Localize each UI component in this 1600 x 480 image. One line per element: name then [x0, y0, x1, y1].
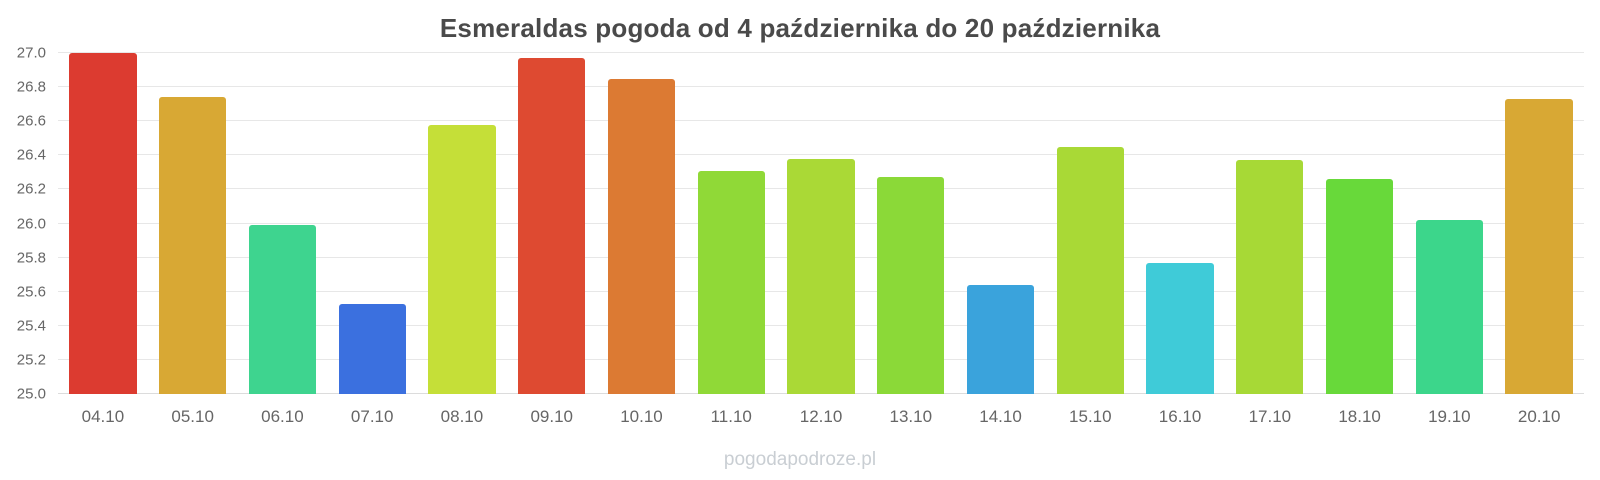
bar-07.10[interactable]	[338, 303, 406, 394]
bar-09.10[interactable]	[518, 58, 586, 394]
x-tick-label: 20.10	[1517, 407, 1561, 426]
bar-14.10[interactable]	[966, 284, 1035, 394]
x-axis-labels: 04.10 05.10 06.10 07.10 08.10 09.10 10.10 11.10…	[58, 407, 1584, 427]
bar-slot	[1494, 53, 1584, 394]
bar-20.10[interactable]	[1505, 99, 1573, 394]
bar-17.10[interactable]	[1236, 160, 1304, 394]
gridline	[58, 86, 1584, 88]
x-tick-label: 04.10	[81, 407, 125, 426]
gridline	[58, 52, 1584, 53]
bar-slot	[1045, 53, 1135, 394]
bar-slot	[1315, 53, 1405, 394]
bar-slot	[956, 53, 1046, 394]
y-tick-label: 25.0	[16, 385, 46, 403]
bar-15.10[interactable]	[1056, 146, 1124, 394]
bar-19.10[interactable]	[1415, 220, 1484, 394]
x-tick-label: 14.10	[979, 407, 1022, 426]
y-tick-label: 25.6	[16, 283, 46, 301]
y-tick-label: 26.0	[16, 215, 46, 232]
bar-slot	[597, 53, 687, 394]
y-tick-label: 26.6	[16, 112, 46, 130]
bar-slot	[238, 53, 328, 394]
bar-11.10[interactable]	[697, 170, 765, 394]
bar-slot	[866, 53, 956, 394]
bar-13.10[interactable]	[877, 177, 945, 394]
x-tick-label: 19.10	[1428, 407, 1471, 426]
x-tick-label: 10.10	[620, 407, 663, 426]
y-tick-label: 25.8	[16, 249, 46, 267]
x-tick-label: 05.10	[171, 407, 214, 426]
bar-slot	[686, 53, 776, 394]
x-tick-label: 17.10	[1248, 407, 1292, 426]
y-tick-label: 26.4	[16, 146, 46, 164]
bar-18.10[interactable]	[1325, 179, 1394, 394]
x-tick-label: 08.10	[440, 407, 484, 426]
bar-12.10[interactable]	[787, 158, 855, 394]
bar-slot	[1135, 53, 1225, 394]
x-tick-label: 06.10	[261, 407, 304, 426]
bar-08.10[interactable]	[428, 124, 496, 394]
bar-04.10[interactable]	[69, 53, 137, 394]
bar-slot	[776, 53, 866, 394]
y-tick-label: 27.0	[16, 44, 46, 62]
x-tick-label: 09.10	[530, 407, 573, 426]
chart-title: Esmeraldas pogoda od 4 października do 2…	[439, 13, 1161, 43]
x-tick-label: 16.10	[1158, 407, 1202, 426]
x-tick-label: 12.10	[799, 407, 843, 426]
bar-05.10[interactable]	[158, 97, 227, 394]
bar-slot	[417, 53, 507, 394]
bar-slot	[1404, 53, 1494, 394]
y-tick-label: 25.4	[16, 317, 46, 335]
x-tick-label: 15.10	[1069, 407, 1112, 426]
x-tick-label: 11.10	[710, 407, 752, 426]
watermark-text: pogodapodroze.pl	[723, 449, 877, 470]
x-tick-label: 18.10	[1338, 407, 1381, 426]
bar-slot	[58, 53, 148, 394]
x-tick-label: 13.10	[889, 407, 933, 426]
y-tick-label: 26.8	[16, 78, 46, 96]
bars-container	[58, 53, 1584, 394]
plot-area: 25.0 25.2 25.4 25.6 25.8 26.0 26.2 26.4 26.6 26.8…	[17, 45, 1584, 426]
bar-10.10[interactable]	[607, 78, 676, 394]
bar-slot	[148, 53, 238, 394]
x-tick-label: 07.10	[350, 407, 394, 426]
bar-slot	[327, 53, 417, 394]
bar-06.10[interactable]	[248, 225, 317, 394]
y-tick-label: 26.2	[16, 180, 46, 198]
gridline	[58, 154, 1584, 156]
bar-16.10[interactable]	[1146, 262, 1214, 394]
gridline	[58, 120, 1584, 122]
bar-slot	[1225, 53, 1315, 394]
bar-slot	[507, 53, 597, 394]
y-tick-label: 25.2	[16, 351, 46, 369]
